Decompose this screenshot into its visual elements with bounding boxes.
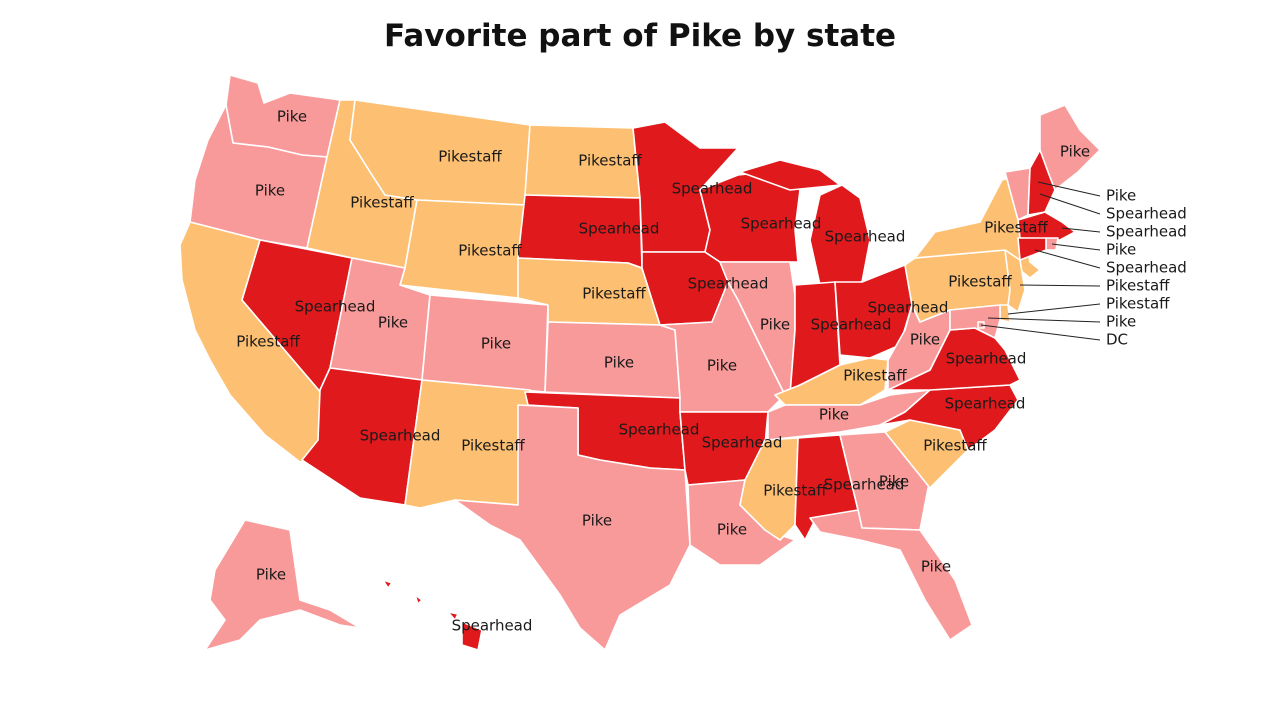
callout-connecticut: Spearhead — [1106, 259, 1187, 277]
state-labels: Pike Pike Pikestaff Spearhead Pikestaff … — [236, 108, 1090, 635]
label-california: Pikestaff — [236, 333, 300, 351]
state-connecticut[interactable] — [1017, 237, 1047, 261]
label-iowa: Spearhead — [688, 275, 769, 293]
state-alaska[interactable] — [204, 519, 361, 651]
label-pennsylvania: Pikestaff — [948, 273, 1012, 291]
label-nebraska: Pikestaff — [582, 285, 646, 303]
state-hawaii[interactable] — [382, 579, 483, 651]
state-texas[interactable] — [454, 404, 691, 651]
label-texas: Pike — [582, 512, 612, 530]
state-maryland[interactable] — [949, 304, 1001, 339]
label-hawaii: Spearhead — [452, 617, 533, 635]
label-idaho: Pikestaff — [350, 194, 414, 212]
label-ohio: Spearhead — [868, 299, 949, 317]
label-mississippi: Pikestaff — [763, 482, 827, 500]
label-west-virginia: Pike — [910, 331, 940, 349]
label-arizona: Spearhead — [360, 427, 441, 445]
callout-labels: Pike Spearhead Spearhead Pike Spearhead … — [980, 181, 1187, 349]
label-wyoming: Pikestaff — [458, 242, 522, 260]
label-minnesota: Spearhead — [672, 180, 753, 198]
state-north-carolina[interactable] — [879, 384, 1019, 451]
label-illinois: Pike — [760, 316, 790, 334]
callout-new-jersey: Pikestaff — [1106, 277, 1170, 295]
label-oregon: Pike — [255, 182, 285, 200]
label-alaska: Pike — [256, 566, 286, 584]
callout-massachusetts: Spearhead — [1106, 223, 1187, 241]
label-indiana: Spearhead — [811, 316, 892, 334]
label-north-dakota: Pikestaff — [578, 152, 642, 170]
label-tennessee: Pike — [819, 406, 849, 424]
callout-new-hampshire: Spearhead — [1106, 205, 1187, 223]
label-kentucky: Pikestaff — [843, 367, 907, 385]
label-missouri: Pike — [707, 357, 737, 375]
label-alabama: Spearhead — [824, 476, 905, 494]
label-nevada: Spearhead — [295, 298, 376, 316]
state-shapes — [179, 74, 1101, 651]
map-title: Favorite part of Pike by state — [383, 18, 897, 54]
state-michigan[interactable] — [739, 159, 871, 286]
label-michigan: Spearhead — [825, 228, 906, 246]
label-south-carolina: Pikestaff — [923, 437, 987, 455]
label-louisiana: Pike — [717, 521, 747, 539]
callout-maryland: Pike — [1106, 313, 1136, 331]
label-montana: Pikestaff — [438, 148, 502, 166]
label-wisconsin: Spearhead — [741, 215, 822, 233]
callout-dc: DC — [1106, 331, 1128, 349]
label-florida: Pike — [921, 558, 951, 576]
state-florida[interactable] — [809, 509, 973, 641]
callout-delaware: Pikestaff — [1106, 295, 1170, 313]
label-colorado: Pike — [481, 335, 511, 353]
label-new-york: Pikestaff — [984, 219, 1048, 237]
label-south-dakota: Spearhead — [579, 220, 660, 238]
state-wyoming[interactable] — [399, 199, 526, 299]
label-utah: Pike — [378, 314, 408, 332]
label-arkansas: Spearhead — [702, 434, 783, 452]
label-north-carolina: Spearhead — [945, 395, 1026, 413]
label-kansas: Pike — [604, 354, 634, 372]
callout-vermont: Pike — [1106, 187, 1136, 205]
label-washington: Pike — [277, 108, 307, 126]
label-virginia: Spearhead — [946, 350, 1027, 368]
label-maine: Pike — [1060, 143, 1090, 161]
callout-rhode-island: Pike — [1106, 241, 1136, 259]
state-new-jersey[interactable] — [1004, 249, 1026, 313]
label-new-mexico: Pikestaff — [461, 437, 525, 455]
label-georgia: Pike — [879, 473, 909, 491]
label-oklahoma: Spearhead — [619, 421, 700, 439]
